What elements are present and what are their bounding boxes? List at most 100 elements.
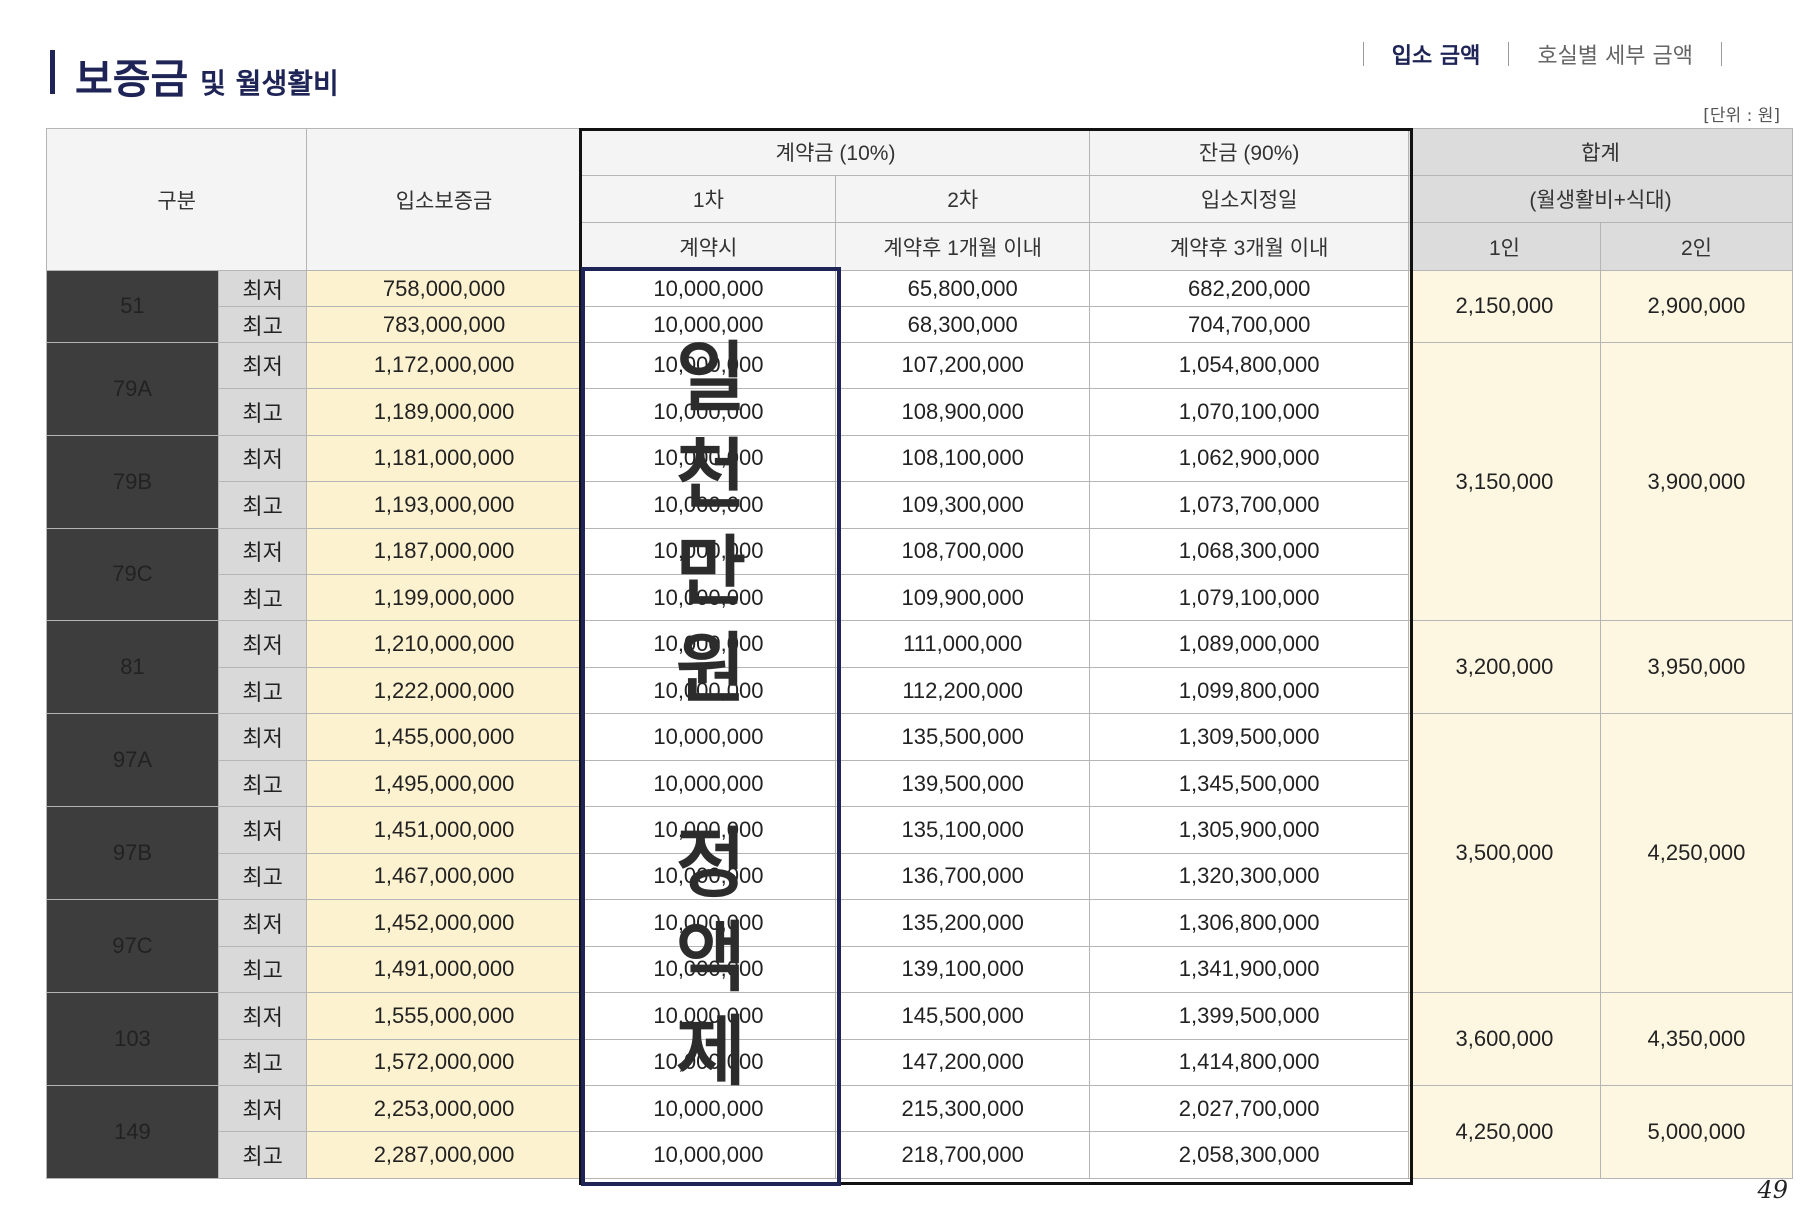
deposit-cell: 1,181,000,000	[306, 434, 582, 483]
second-payment-cell: 139,100,000	[835, 945, 1091, 994]
second-payment-cell: 109,300,000	[835, 481, 1091, 529]
first-payment-cell: 10,000,000	[580, 269, 837, 308]
nav-tab-room-detail-price[interactable]: 호실별 세부 금액	[1537, 44, 1693, 69]
header-balance: 잔금 (90%)	[1089, 128, 1409, 176]
total-one-person: 2,150,000	[1407, 270, 1601, 343]
unit-note: [단위 : 원]	[1703, 106, 1780, 126]
table-row: 51 최저 758,000,000 10,000,000 65,800,000 …	[46, 269, 1794, 343]
row-label-min: 최저	[217, 341, 308, 390]
table-row: 최고 1,222,000,000 10,000,000 112,200,000 …	[47, 666, 1793, 715]
first-payment-cell: 10,000,000	[580, 573, 837, 622]
table-row: 최고 783,000,000 10,000,000 68,300,000 704…	[47, 306, 1793, 343]
second-payment-cell: 135,200,000	[835, 899, 1091, 947]
deposit-cell: 1,199,000,000	[306, 573, 582, 622]
second-payment-cell: 112,200,000	[835, 666, 1091, 715]
total-one-person: 3,150,000	[1407, 341, 1601, 622]
second-payment-cell: 108,700,000	[835, 527, 1091, 575]
title-accent-bar	[50, 50, 55, 94]
header-first: 1차	[580, 175, 837, 223]
header-designated: 입소지정일	[1089, 175, 1409, 223]
row-label-min: 최저	[217, 434, 308, 483]
room-type: 97B	[46, 806, 219, 901]
header-total-sub: (월생활비+식대)	[1407, 175, 1794, 223]
header-second: 2차	[835, 175, 1091, 223]
row-label-min: 최저	[217, 620, 308, 668]
room-type: 79A	[46, 341, 219, 436]
room-type: 81	[46, 620, 219, 715]
deposit-cell: 1,452,000,000	[306, 899, 582, 947]
second-payment-cell: 136,700,000	[835, 852, 1091, 901]
first-payment-cell: 10,000,000	[580, 481, 837, 529]
row-label-max: 최고	[217, 666, 308, 715]
balance-cell: 1,414,800,000	[1089, 1038, 1409, 1086]
header-contract: 계약금 (10%)	[580, 128, 1091, 176]
total-one-person: 3,200,000	[1407, 620, 1601, 715]
first-payment-cell: 10,000,000	[580, 806, 837, 854]
row-label-min: 최저	[217, 806, 308, 854]
balance-cell: 1,320,300,000	[1089, 852, 1409, 901]
first-payment-cell: 10,000,000	[580, 713, 837, 761]
table-row: 최고 1,199,000,000 10,000,000 109,900,000 …	[47, 573, 1793, 622]
deposit-cell: 1,491,000,000	[306, 945, 582, 994]
first-payment-cell: 10,000,000	[580, 1038, 837, 1086]
row-label-max: 최고	[217, 573, 308, 622]
balance-cell: 1,099,800,000	[1089, 666, 1409, 715]
room-type: 51	[46, 270, 219, 343]
balance-cell: 1,054,800,000	[1089, 341, 1409, 390]
first-payment-cell: 10,000,000	[580, 620, 837, 668]
deposit-cell: 1,495,000,000	[306, 759, 582, 808]
balance-cell: 682,200,000	[1089, 269, 1409, 308]
balance-cell: 1,306,800,000	[1089, 899, 1409, 947]
second-payment-cell: 215,300,000	[835, 1084, 1091, 1133]
page-title: 보증금 및 월생활비	[50, 40, 339, 100]
deposit-cell: 783,000,000	[306, 306, 582, 343]
total-two-person: 5,000,000	[1599, 1084, 1794, 1180]
second-payment-cell: 109,900,000	[835, 573, 1091, 622]
nav-divider	[1508, 42, 1510, 66]
total-one-person: 3,600,000	[1407, 992, 1601, 1086]
second-payment-cell: 145,500,000	[835, 992, 1091, 1040]
second-payment-cell: 111,000,000	[835, 620, 1091, 668]
table-row: 79B 최저 1,181,000,000 10,000,000 108,100,…	[46, 434, 1793, 529]
first-payment-cell: 10,000,000	[580, 1131, 837, 1179]
header-at-contract: 계약시	[580, 222, 837, 271]
row-label-min: 최저	[217, 992, 308, 1040]
deposit-cell: 1,172,000,000	[306, 341, 582, 390]
page-number: 49	[1757, 1176, 1788, 1204]
total-one-person: 3,500,000	[1407, 713, 1601, 994]
second-payment-cell: 68,300,000	[835, 306, 1091, 343]
nav-tab-admission-price[interactable]: 입소 금액	[1391, 44, 1481, 69]
first-payment-cell: 10,000,000	[580, 945, 837, 994]
second-payment-cell: 139,500,000	[835, 759, 1091, 808]
deposit-cell: 1,467,000,000	[306, 852, 582, 901]
nav-divider	[1362, 42, 1364, 66]
second-payment-cell: 108,100,000	[835, 434, 1091, 483]
table-row: 최고 1,193,000,000 10,000,000 109,300,000 …	[47, 481, 1793, 529]
second-payment-cell: 107,200,000	[835, 341, 1091, 390]
row-label-max: 최고	[217, 388, 308, 436]
deposit-cell: 1,189,000,000	[306, 388, 582, 436]
first-payment-cell: 10,000,000	[580, 341, 837, 390]
table-row: 최고 1,467,000,000 10,000,000 136,700,000 …	[47, 852, 1793, 901]
second-payment-cell: 147,200,000	[835, 1038, 1091, 1086]
deposit-cell: 2,287,000,000	[306, 1131, 582, 1179]
room-type: 97C	[46, 899, 219, 994]
first-payment-cell: 10,000,000	[580, 852, 837, 901]
first-payment-cell: 10,000,000	[580, 434, 837, 483]
deposit-cell: 1,193,000,000	[306, 481, 582, 529]
first-payment-cell: 10,000,000	[580, 899, 837, 947]
deposit-cell: 2,253,000,000	[306, 1084, 582, 1133]
table-row: 81 최저 1,210,000,000 10,000,000 111,000,0…	[46, 620, 1794, 715]
header-gubun: 구분	[45, 128, 308, 271]
deposit-cell: 758,000,000	[306, 269, 582, 308]
table-row: 79A 최저 1,172,000,000 10,000,000 107,200,…	[46, 341, 1794, 622]
deposit-price-table: 구분 입소보증금 계약금 (10%) 잔금 (90%) 합계 1차 2차 입소지…	[45, 128, 1794, 1180]
balance-cell: 1,341,900,000	[1089, 945, 1409, 994]
room-type: 79B	[46, 434, 219, 529]
balance-cell: 2,027,700,000	[1089, 1084, 1409, 1133]
row-label-max: 최고	[217, 1038, 308, 1086]
row-label-max: 최고	[217, 306, 308, 343]
deposit-cell: 1,451,000,000	[306, 806, 582, 854]
total-two-person: 3,950,000	[1599, 620, 1794, 715]
total-two-person: 4,350,000	[1599, 992, 1794, 1086]
